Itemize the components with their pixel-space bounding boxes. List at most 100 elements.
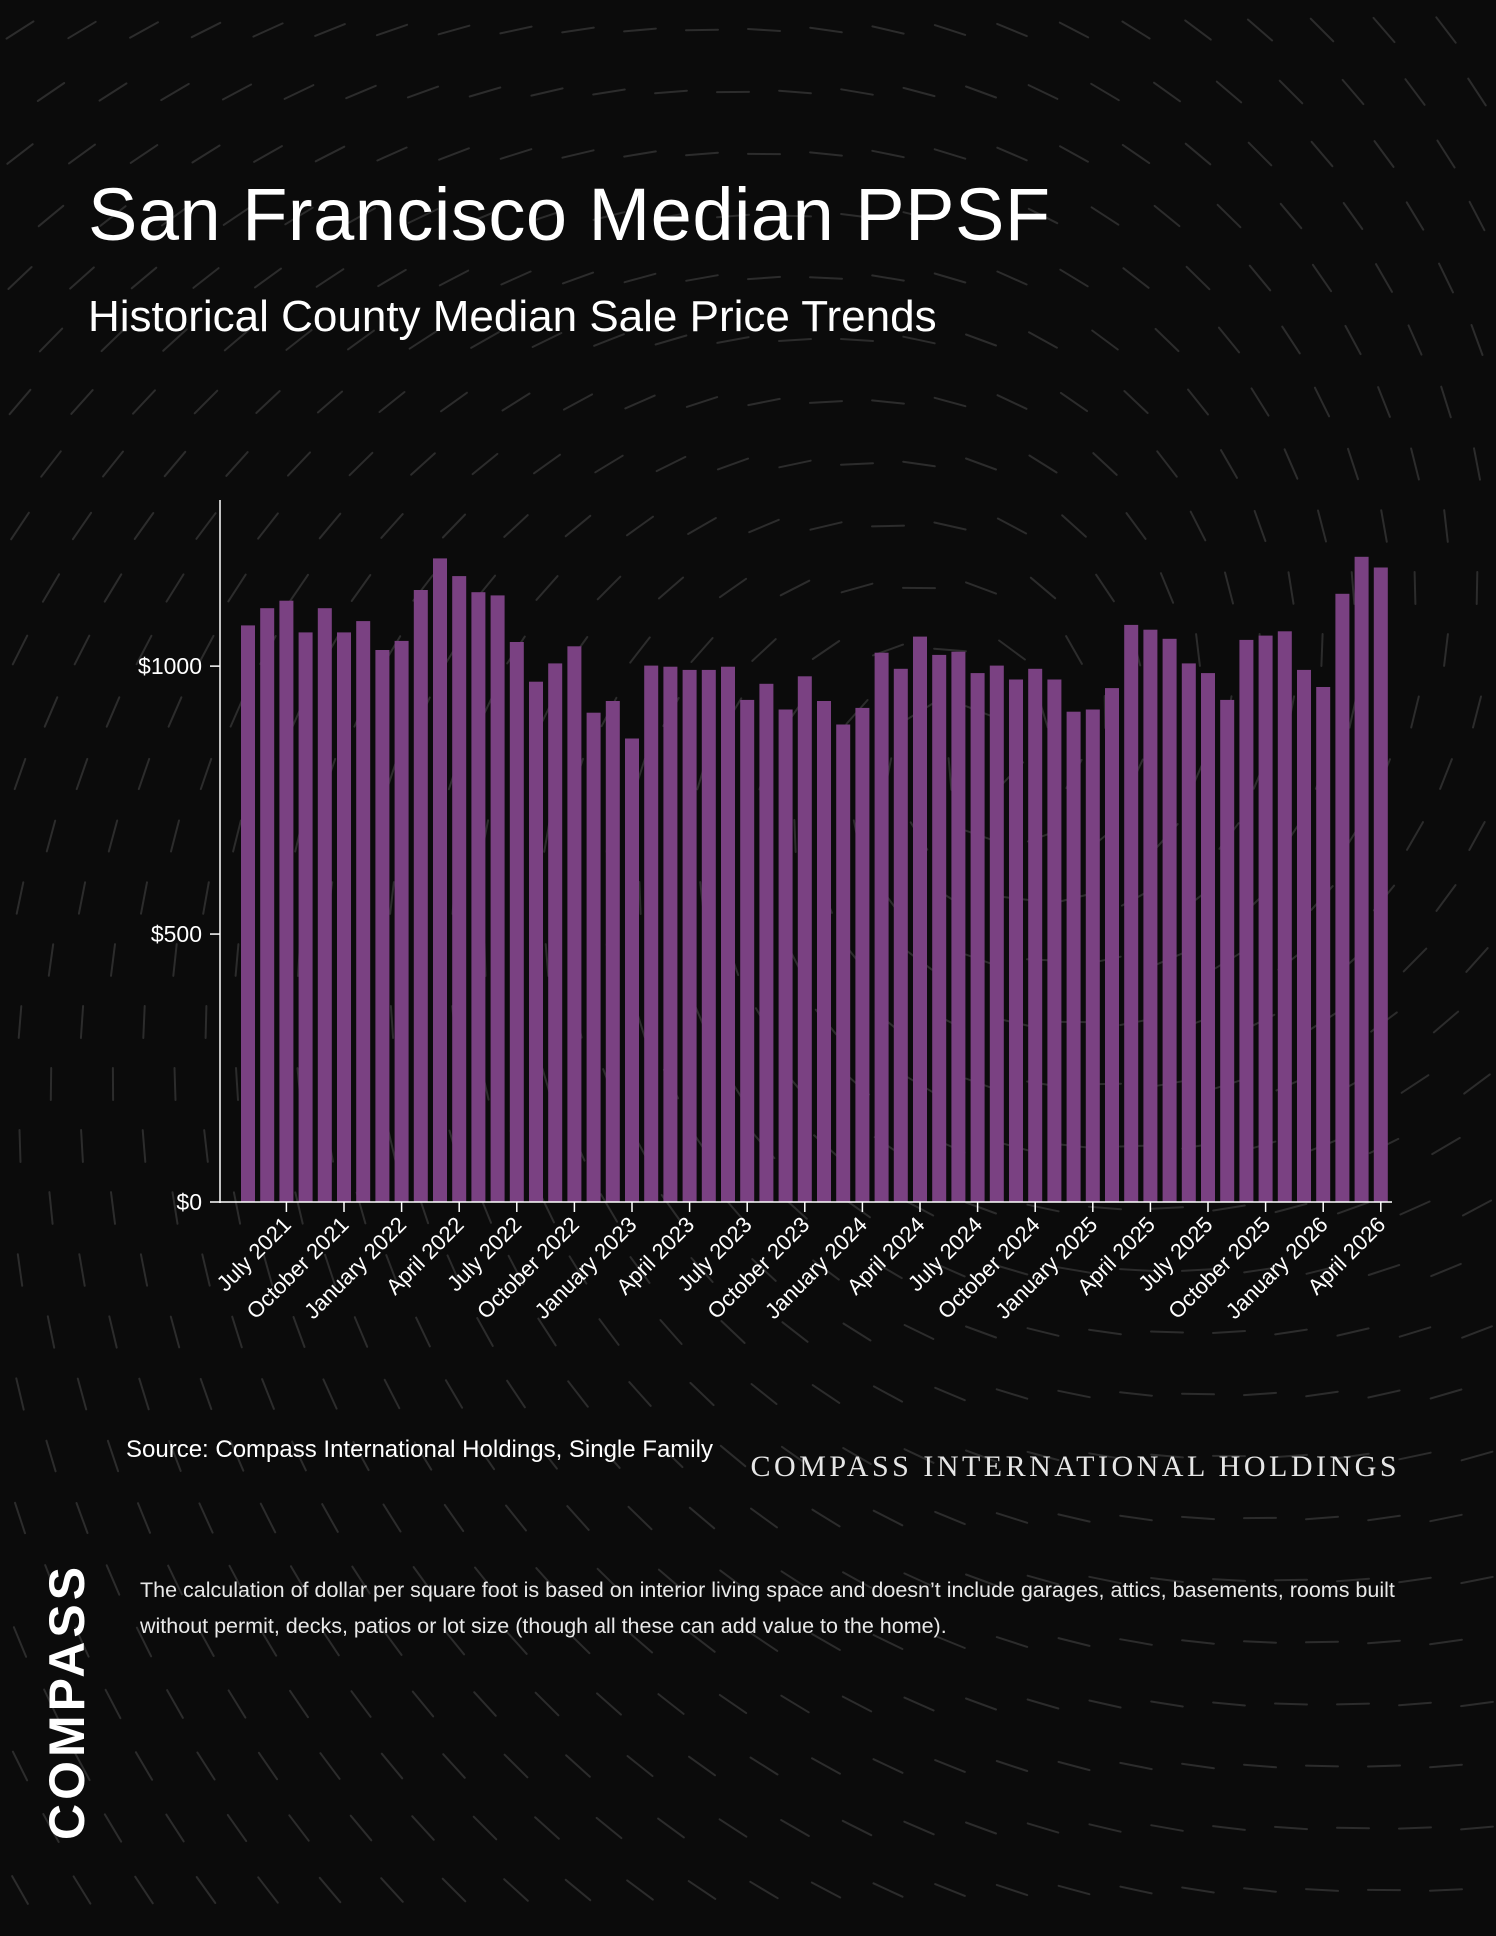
pattern-dash xyxy=(934,1386,966,1402)
pattern-dash xyxy=(1212,1330,1246,1334)
pattern-dash xyxy=(318,512,342,540)
pattern-dash xyxy=(628,1381,652,1407)
pattern-dash xyxy=(1473,447,1481,481)
pattern-dash xyxy=(1398,1576,1432,1584)
pattern-dash xyxy=(720,1320,746,1344)
pattern-dash xyxy=(1187,388,1209,416)
bar-2023-07 xyxy=(740,699,755,1202)
pattern-dash xyxy=(253,145,283,163)
pattern-dash xyxy=(346,207,376,225)
pattern-dash xyxy=(69,266,95,290)
pattern-dash xyxy=(567,1380,589,1408)
pattern-dash xyxy=(1091,329,1119,351)
bar-2024-11 xyxy=(1047,679,1062,1202)
pattern-dash xyxy=(1217,326,1241,354)
pattern-dash xyxy=(779,579,811,597)
bar-2022-09 xyxy=(548,663,563,1202)
pattern-dash xyxy=(1212,1578,1246,1582)
bar-2025-09 xyxy=(1239,639,1254,1202)
pattern-dash xyxy=(73,1750,91,1782)
pattern-dash xyxy=(254,267,282,289)
pattern-dash xyxy=(719,1569,747,1591)
pattern-dash xyxy=(995,1264,1029,1276)
pattern-dash xyxy=(1398,1826,1432,1830)
pattern-dash xyxy=(1313,386,1331,418)
pattern-dash xyxy=(1336,1577,1370,1583)
pattern-dash xyxy=(135,634,153,666)
pattern-dash xyxy=(257,1876,279,1904)
pattern-dash xyxy=(1305,1640,1339,1644)
pattern-dash xyxy=(689,1381,715,1407)
pattern-dash xyxy=(530,209,564,223)
pattern-dash xyxy=(142,1005,146,1039)
pattern-dash xyxy=(221,83,253,101)
pattern-dash xyxy=(596,575,622,601)
pattern-dash xyxy=(1305,1888,1339,1892)
pattern-dash xyxy=(46,1315,56,1349)
pattern-dash xyxy=(716,213,750,219)
pattern-dash xyxy=(16,1253,24,1287)
pattern-dash xyxy=(347,329,375,351)
pattern-dash xyxy=(163,450,187,478)
pattern-dash xyxy=(289,1565,309,1595)
pattern-dash xyxy=(809,400,843,404)
pattern-dash xyxy=(1467,77,1487,107)
pattern-dash xyxy=(687,517,717,535)
pattern-dash xyxy=(350,574,372,602)
pattern-dash xyxy=(441,1877,467,1903)
bar-2021-07 xyxy=(279,600,294,1202)
pattern-dash xyxy=(352,1440,370,1472)
pattern-dash xyxy=(1413,571,1417,605)
pattern-dash xyxy=(934,1635,966,1649)
pattern-dash xyxy=(1059,268,1089,288)
pattern-dash xyxy=(1243,1640,1277,1644)
pattern-dash xyxy=(812,1259,840,1281)
pattern-dash xyxy=(1367,1639,1401,1645)
pattern-dash xyxy=(134,1875,154,1905)
pattern-dash xyxy=(1150,1206,1184,1210)
pattern-dash xyxy=(319,1752,341,1780)
pattern-dash xyxy=(1150,1330,1184,1334)
pattern-dash xyxy=(375,23,409,37)
bar-2021-08 xyxy=(298,632,313,1202)
pattern-dash xyxy=(1150,1453,1184,1459)
pattern-dash xyxy=(258,1627,278,1657)
bar-2024-07 xyxy=(970,673,985,1202)
pattern-dash xyxy=(1122,267,1150,289)
pattern-dash xyxy=(1028,454,1058,474)
pattern-dash xyxy=(348,451,374,477)
pattern-dash xyxy=(78,1253,86,1287)
pattern-dash xyxy=(1119,1638,1153,1646)
pattern-dash xyxy=(1310,140,1334,168)
pattern-dash xyxy=(318,1876,342,1904)
pattern-dash xyxy=(235,1067,239,1101)
pattern-dash xyxy=(965,581,997,595)
pattern-dash xyxy=(1243,1887,1277,1893)
pattern-dash xyxy=(1156,450,1178,478)
pattern-dash xyxy=(1281,325,1301,355)
pattern-dash xyxy=(257,1751,279,1781)
pattern-dash xyxy=(903,1448,935,1464)
pattern-dash xyxy=(840,582,874,594)
source-note: Source: Compass International Holdings, … xyxy=(126,1436,713,1463)
pattern-dash xyxy=(1399,1200,1431,1216)
bar-2026-04 xyxy=(1373,567,1388,1202)
pattern-dash xyxy=(74,1626,90,1658)
pattern-dash xyxy=(79,1005,85,1039)
pattern-dash xyxy=(565,1754,591,1778)
pattern-dash xyxy=(1438,262,1454,294)
pattern-dash xyxy=(1375,263,1393,293)
pattern-dash xyxy=(389,1005,395,1039)
pattern-dash xyxy=(229,1440,245,1472)
pattern-dash xyxy=(324,1253,336,1287)
pattern-dash xyxy=(903,1324,935,1340)
pattern-dash xyxy=(749,1632,779,1652)
pattern-dash xyxy=(626,1755,654,1777)
bar-2024-05 xyxy=(932,654,947,1202)
pattern-dash xyxy=(192,267,220,289)
pattern-dash xyxy=(1088,1328,1122,1336)
pattern-dash xyxy=(842,1447,872,1465)
pattern-dash xyxy=(933,272,967,284)
pattern-dash xyxy=(130,266,158,290)
pattern-dash xyxy=(1057,1513,1091,1523)
